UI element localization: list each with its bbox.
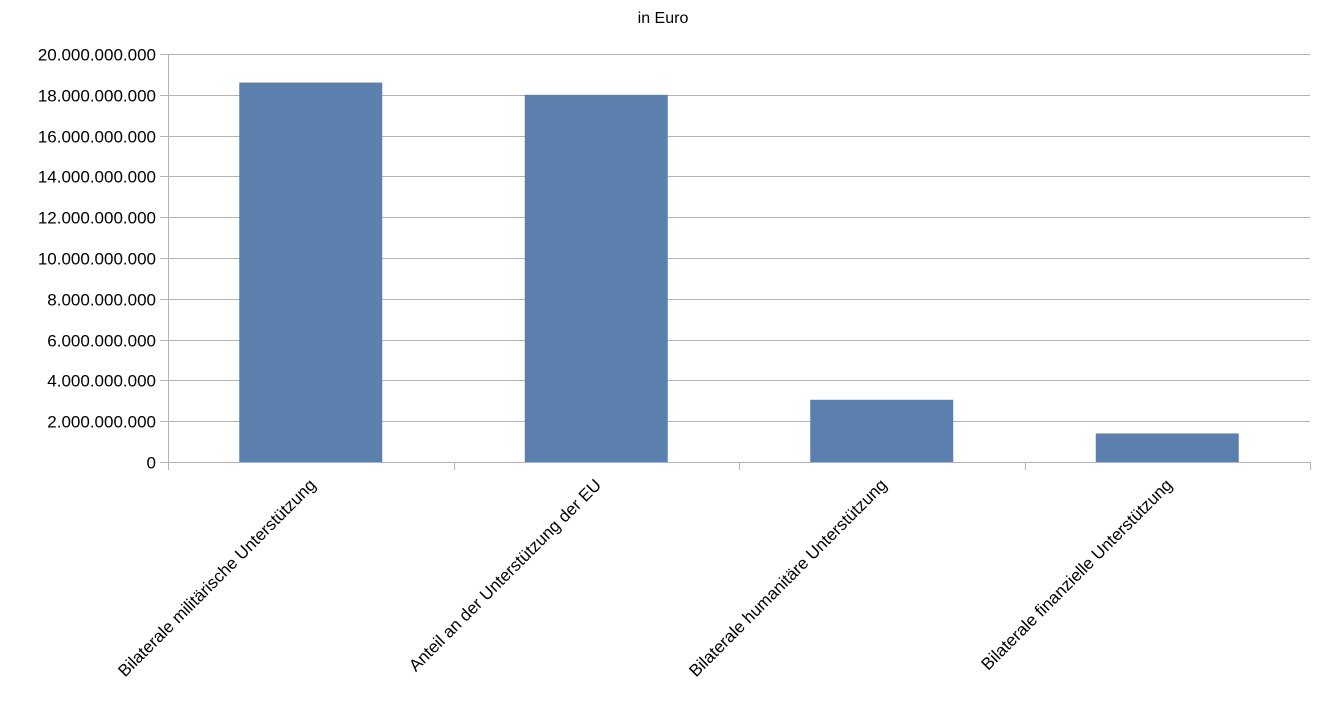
axes [160,54,1311,470]
bar [810,399,954,462]
x-category-label: Bilaterale finanzielle Unterstützung [978,475,1177,674]
x-category-label: Anteil an der Unterstützung der EU [405,475,605,675]
bars [239,82,1239,463]
bar [239,82,383,462]
x-axis-category-labels: Bilaterale militärische Unterstützung Ant… [114,475,1176,680]
y-tick-label: 12.000.000.000 [38,209,156,228]
y-tick-label: 20.000.000.000 [38,46,156,65]
y-tick-label: 10.000.000.000 [38,250,156,269]
y-tick-label: 4.000.000.000 [47,372,156,391]
y-tick-label: 18.000.000.000 [38,87,156,106]
y-tick-label: 16.000.000.000 [38,128,156,147]
y-tick-label: 14.000.000.000 [38,168,156,187]
x-category-label: Bilaterale militärische Unterstützung [114,475,319,680]
bar [1095,433,1239,462]
x-category-label: Bilaterale humanitäre Unterstützung [685,475,890,680]
y-tick-label: 6.000.000.000 [47,332,156,351]
chart-title: in Euro [638,10,689,27]
y-axis-tick-labels: 0 2.000.000.000 4.000.000.000 6.000.000.000… [38,46,156,473]
y-tick-label: 0 [147,454,156,473]
y-tick-label: 8.000.000.000 [47,291,156,310]
y-tick-label: 2.000.000.000 [47,413,156,432]
bar [524,94,668,463]
